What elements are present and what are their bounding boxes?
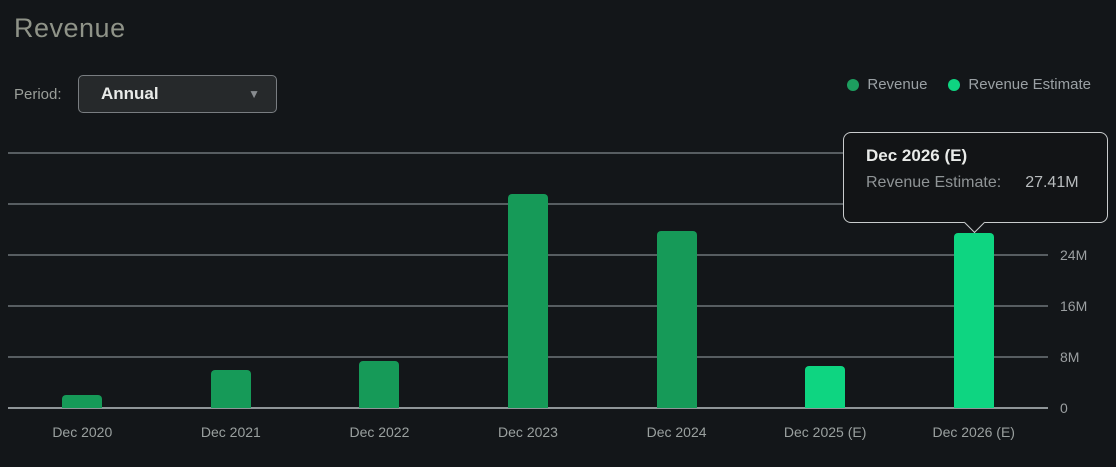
tooltip-series-label: Revenue Estimate:: [866, 174, 1002, 191]
bar-dec-2020[interactable]: [62, 394, 103, 408]
y-axis-tick-label: 8M: [1060, 348, 1080, 365]
x-axis-line: [8, 407, 1048, 409]
tooltip-value: 27.41M: [1025, 174, 1079, 191]
x-axis-tick-label: Dec 2025 (E): [783, 424, 867, 440]
y-axis-tick-label: 24M: [1060, 246, 1088, 263]
legend-item-1[interactable]: Revenue Estimate: [948, 76, 1091, 93]
legend-item-label: Revenue: [867, 76, 928, 93]
bar-dec-2024[interactable]: [656, 231, 697, 408]
legend-dot-icon: [847, 78, 860, 91]
y-axis-tick-label: 16M: [1060, 297, 1088, 314]
legend-item-label: Revenue Estimate: [968, 76, 1091, 93]
x-axis-tick-label: Dec 2023: [498, 424, 558, 440]
x-axis-tick-label: Dec 2022: [349, 424, 410, 440]
bar-dec-2026-e[interactable]: [953, 232, 994, 408]
bar-dec-2021[interactable]: [210, 369, 251, 408]
bar-dec-2025-e[interactable]: [805, 365, 846, 408]
x-axis-tick-label: Dec 2021: [200, 424, 261, 440]
period-select[interactable]: Annual ▼: [78, 75, 277, 113]
x-axis-tick-label: Dec 2024: [646, 424, 707, 440]
bar-dec-2022[interactable]: [359, 360, 400, 408]
chevron-down-icon: ▼: [248, 87, 260, 101]
legend-item-0[interactable]: Revenue: [847, 76, 927, 93]
chart-legend: Revenue Revenue Estimate: [847, 76, 1091, 93]
chart-tooltip: Dec 2026 (E) Revenue Estimate: 27.41M: [843, 132, 1108, 234]
tooltip-title: Dec 2026 (E): [866, 146, 968, 165]
period-selected-value: Annual: [101, 84, 159, 103]
period-label: Period:: [14, 86, 62, 103]
x-axis-tick-label: Dec 2020: [52, 424, 113, 440]
y-axis-tick-label: 0: [1060, 400, 1068, 416]
page-title: Revenue: [14, 13, 126, 43]
legend-dot-icon: [948, 78, 961, 91]
tooltip-row: Revenue Estimate: 27.41M: [866, 174, 1107, 192]
gridline: [8, 151, 1048, 154]
x-axis-tick-label: Dec 2026 (E): [932, 424, 1015, 440]
bar-dec-2023[interactable]: [508, 194, 548, 408]
